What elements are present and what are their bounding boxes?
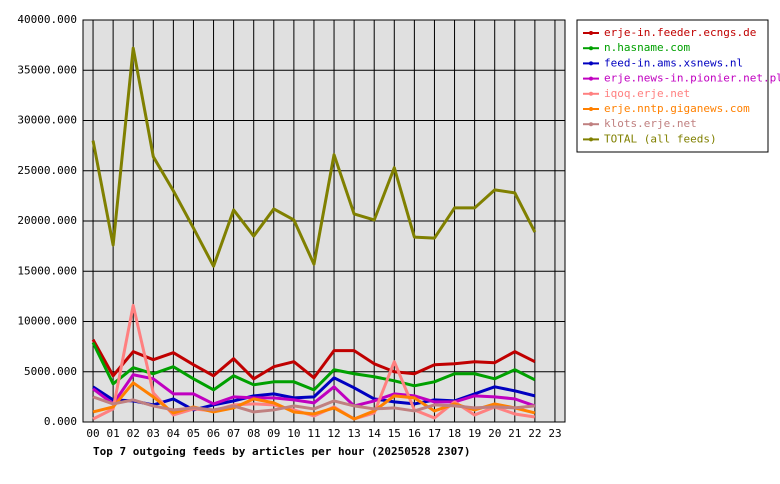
legend-box: [576, 19, 769, 153]
legend-label: erje.nntp.giganews.com: [604, 102, 750, 115]
legend-label: erje-in.feeder.ecngs.de: [604, 26, 756, 39]
y-tick-label: 25000.000: [17, 164, 77, 177]
legend-marker: [589, 76, 593, 81]
legend-marker: [589, 61, 593, 66]
x-tick-label: 13: [348, 427, 361, 440]
x-tick-label: 11: [307, 427, 320, 440]
x-tick-label: 18: [448, 427, 461, 440]
x-tick-label: 14: [368, 427, 382, 440]
x-tick-label: 16: [408, 427, 421, 440]
x-tick-label: 21: [508, 427, 521, 440]
y-tick-label: 15000.000: [17, 264, 77, 277]
x-tick-label: 02: [127, 427, 140, 440]
y-tick-label: 0.000: [44, 415, 77, 428]
legend-label: klots.erje.net: [604, 117, 697, 130]
y-tick-label: 10000.000: [17, 315, 77, 328]
y-tick-label: 5000.000: [24, 365, 77, 378]
series-line: [91, 341, 536, 392]
y-tick-label: 35000.000: [17, 63, 77, 76]
legend-marker: [589, 91, 593, 96]
x-tick-label: 12: [327, 427, 340, 440]
series-line: [91, 46, 537, 268]
x-tick-label: 08: [247, 427, 260, 440]
legend-marker: [589, 122, 593, 127]
x-tick-label: 00: [86, 427, 99, 440]
x-tick-label: 06: [207, 427, 220, 440]
y-tick-label: 20000.000: [17, 214, 77, 227]
x-tick-label: 23: [548, 427, 561, 440]
legend-label: TOTAL (all feeds): [604, 132, 717, 145]
legend-label: n.hasname.com: [604, 41, 690, 54]
x-tick-label: 15: [388, 427, 401, 440]
series-line: [92, 395, 536, 414]
x-tick-label: 07: [227, 427, 240, 440]
x-tick-label: 22: [528, 427, 541, 440]
x-tick-label: 17: [428, 427, 441, 440]
series-line: [92, 373, 536, 408]
series-line: [91, 338, 536, 381]
legend-marker: [589, 31, 593, 35]
x-tick-label: 20: [488, 427, 501, 440]
y-tick-label: 30000.000: [17, 114, 77, 127]
legend-label: iqoq.erje.net: [604, 87, 690, 100]
x-tick-label: 03: [147, 427, 160, 440]
legend-marker: [589, 46, 593, 51]
legend-marker: [589, 107, 593, 111]
x-tick-label: 19: [468, 427, 481, 440]
x-tick-label: 01: [107, 427, 120, 440]
legend-label: feed-in.ams.xsnews.nl: [604, 56, 743, 69]
y-tick-label: 40000.000: [17, 13, 77, 26]
x-tick-label: 10: [287, 427, 300, 440]
chart-title: Top 7 outgoing feeds by articles per hou…: [93, 445, 471, 458]
legend-marker: [589, 137, 593, 142]
x-tick-label: 09: [267, 427, 280, 440]
x-tick-label: 04: [167, 427, 181, 440]
x-tick-label: 05: [187, 427, 200, 440]
legend-label: erje.news-in.pionier.net.pl: [604, 72, 780, 85]
